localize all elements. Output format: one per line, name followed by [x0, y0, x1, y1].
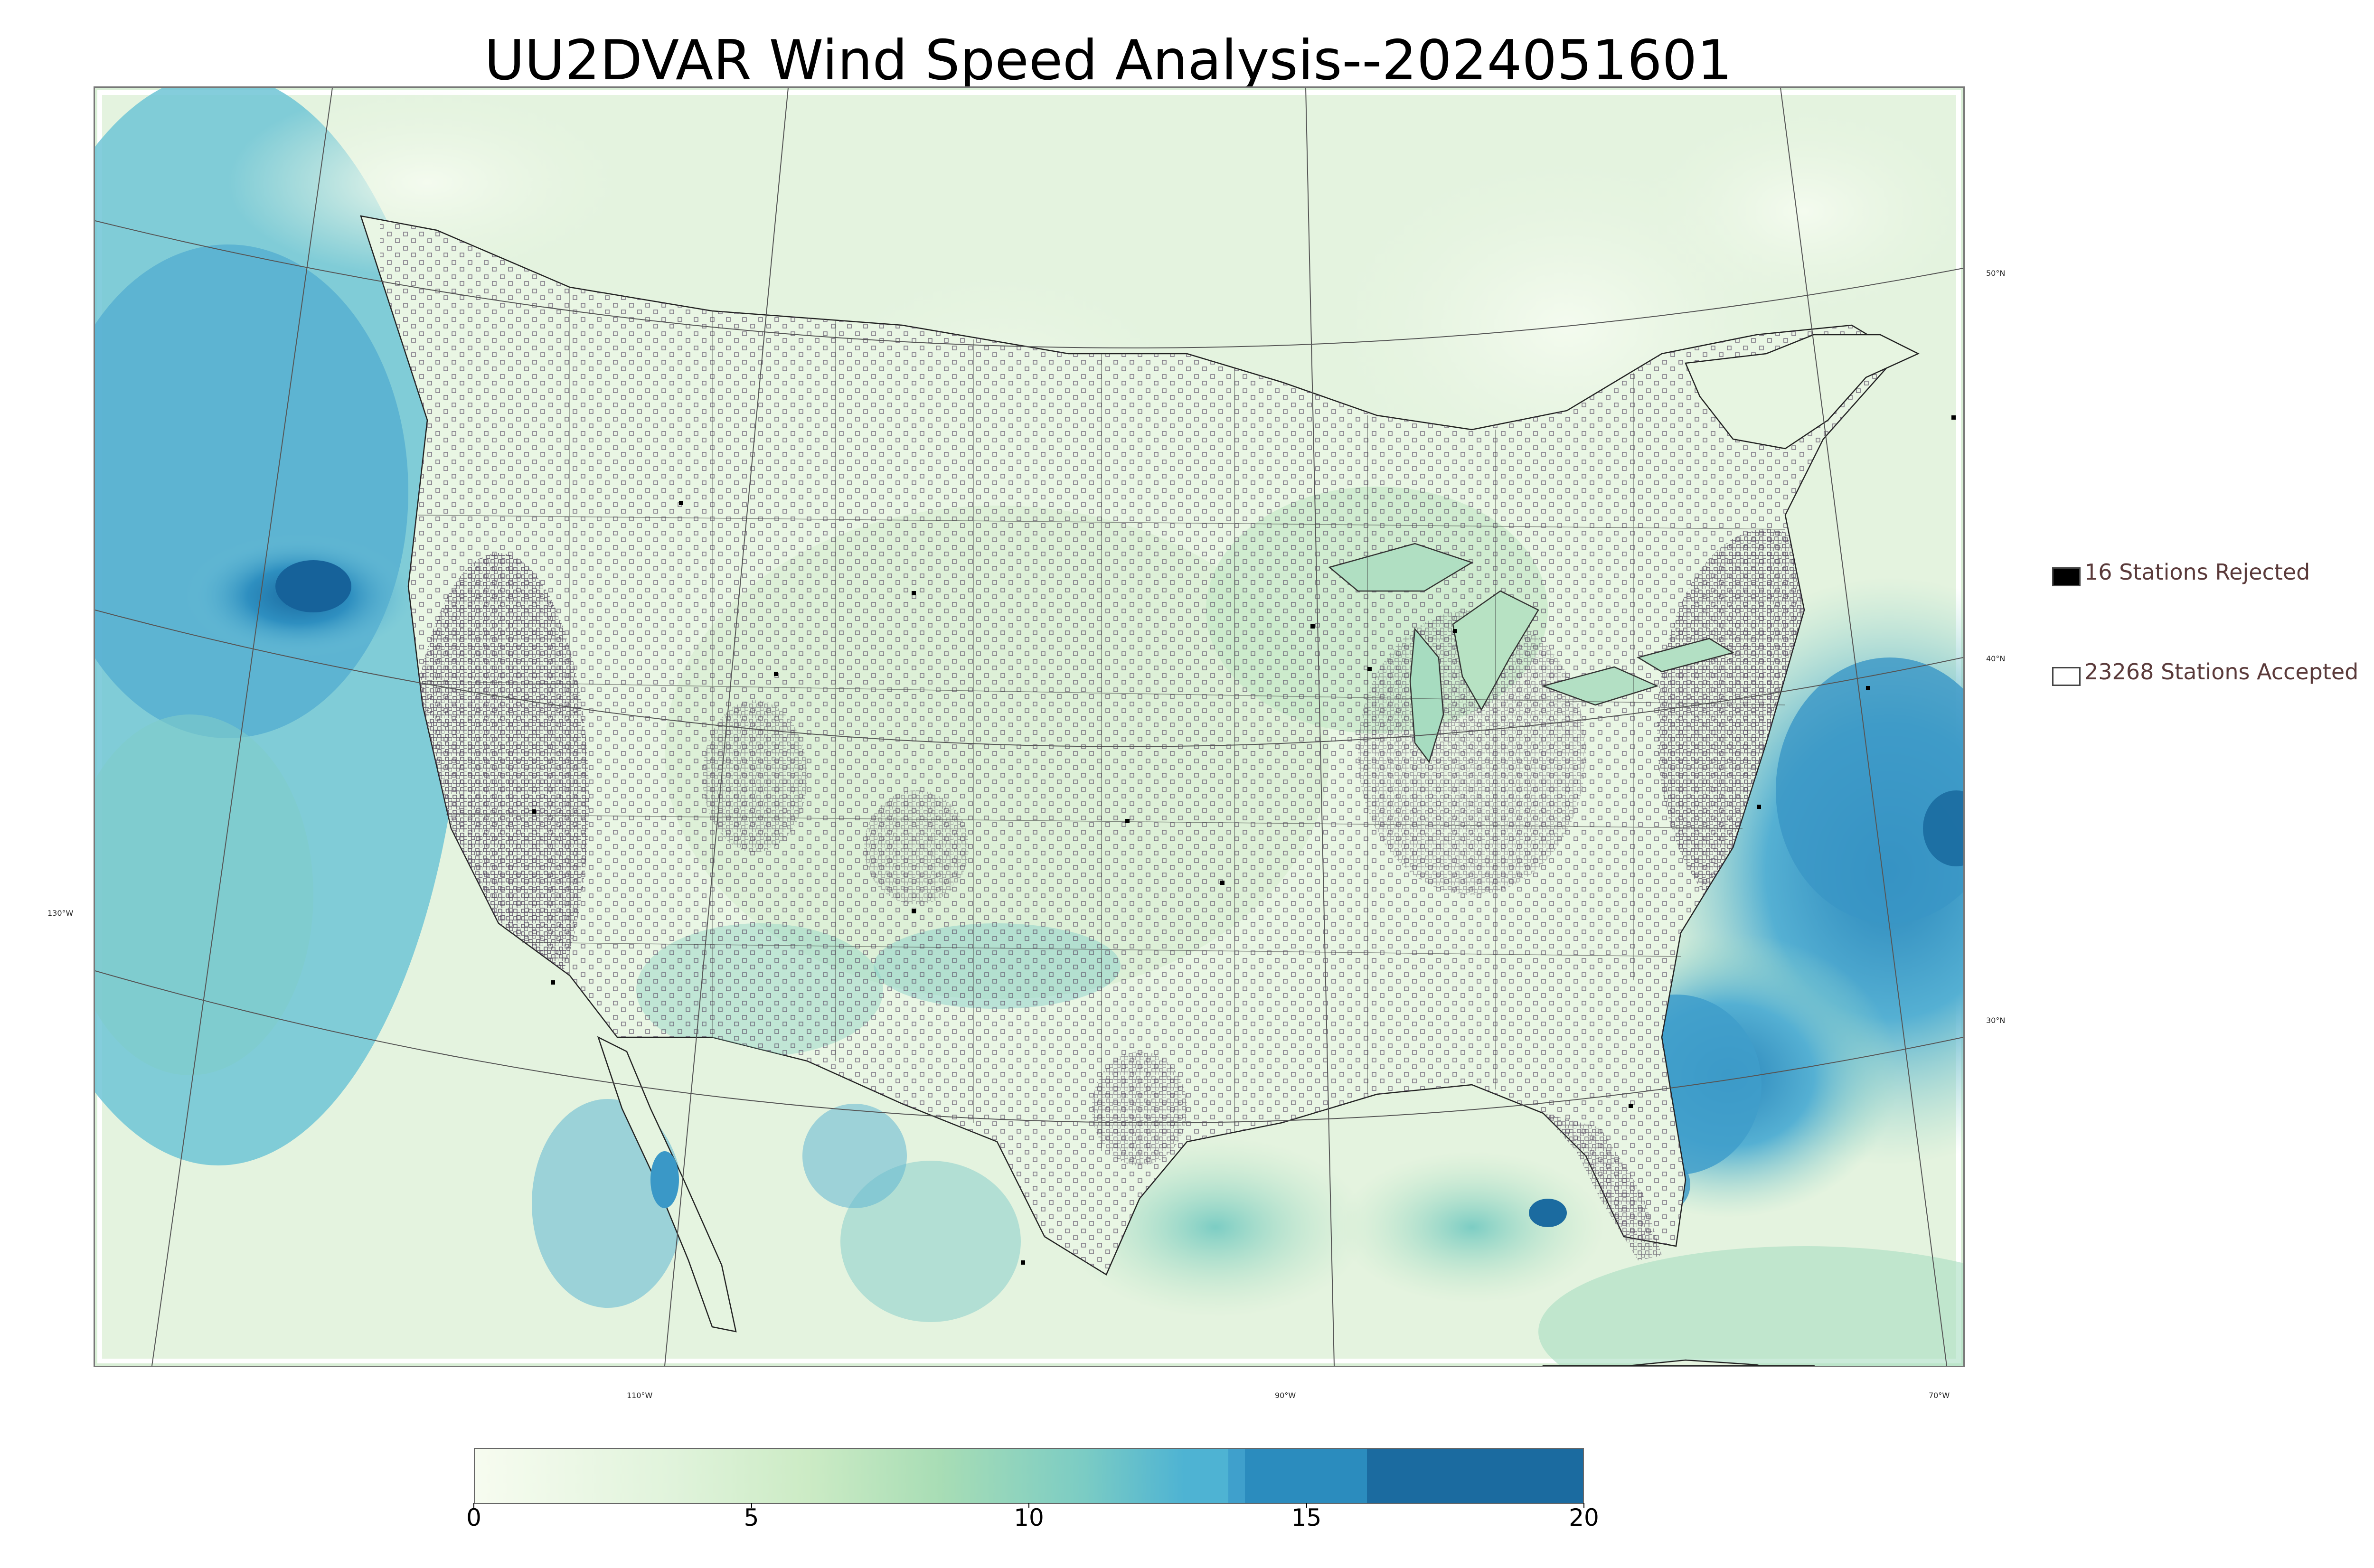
colorbar-tick-label: 5: [744, 1504, 759, 1531]
colorbar-tick-label: 10: [1014, 1504, 1044, 1531]
lon-label-130w: 130°W: [47, 909, 74, 918]
wind-speed-colorbar: [474, 1448, 1584, 1504]
lat-label-40n: 40°N: [1986, 654, 2006, 663]
legend-rejected-label: 16 Stations Rejected: [2084, 559, 2310, 585]
accepted-swatch: [2052, 667, 2081, 686]
colorbar-tick-mark: [1028, 1503, 1029, 1508]
rejected-swatch: [2052, 567, 2081, 586]
colorbar-tick-label: 0: [466, 1504, 481, 1531]
lon-label-70w: 70°W: [1929, 1391, 1950, 1400]
colorbar-tick-mark: [473, 1503, 474, 1508]
wind-speed-map: [94, 86, 1965, 1367]
colorbar-tick-label: 20: [1569, 1504, 1599, 1531]
lon-label-90w: 90°W: [1275, 1391, 1296, 1400]
map-canvas: [95, 88, 1963, 1366]
lat-label-50n: 50°N: [1986, 269, 2006, 278]
legend-accepted-label: 23268 Stations Accepted: [2084, 659, 2359, 685]
colorbar-tick-mark: [751, 1503, 752, 1508]
colorbar-tick-mark: [1583, 1503, 1584, 1508]
lat-label-30n: 30°N: [1986, 1016, 2006, 1025]
colorbar-tick-mark: [1306, 1503, 1307, 1508]
map-title: UU2DVAR Wind Speed Analysis--2024051601: [484, 28, 1733, 93]
lon-label-110w: 110°W: [627, 1391, 653, 1400]
colorbar-tick-label: 15: [1291, 1504, 1322, 1531]
